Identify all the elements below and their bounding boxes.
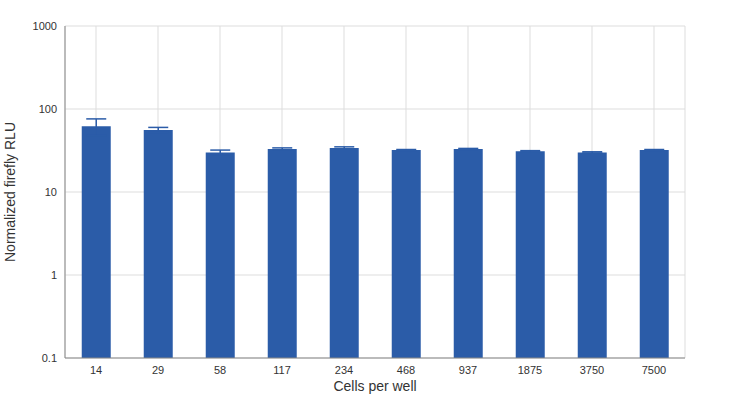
svg-text:3750: 3750 (580, 364, 604, 376)
svg-text:468: 468 (397, 364, 415, 376)
svg-text:1875: 1875 (518, 364, 542, 376)
svg-text:Cells per well: Cells per well (333, 378, 416, 394)
svg-text:1: 1 (51, 269, 57, 281)
svg-text:117: 117 (273, 364, 291, 376)
svg-text:937: 937 (459, 364, 477, 376)
svg-text:0.1: 0.1 (42, 352, 57, 364)
svg-text:Normalized firefly RLU: Normalized firefly RLU (8, 122, 18, 262)
svg-text:58: 58 (214, 364, 226, 376)
svg-text:29: 29 (152, 364, 164, 376)
svg-text:7500: 7500 (642, 364, 666, 376)
svg-text:14: 14 (90, 364, 102, 376)
svg-text:1000: 1000 (33, 20, 57, 32)
svg-text:234: 234 (335, 364, 353, 376)
svg-text:10: 10 (45, 186, 57, 198)
svg-text:100: 100 (39, 103, 57, 115)
